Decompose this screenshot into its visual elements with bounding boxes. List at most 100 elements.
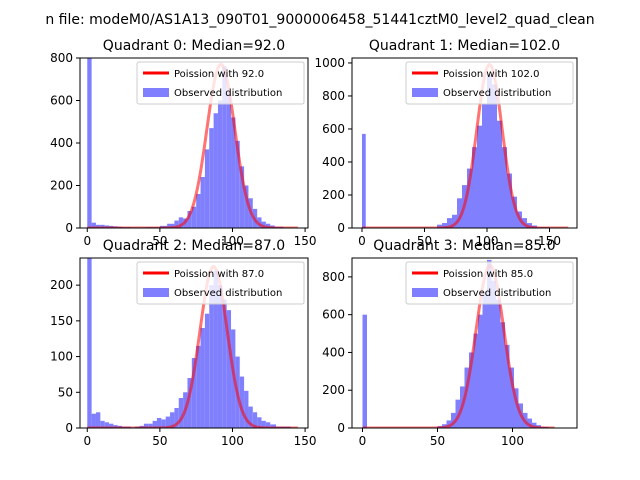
x-tick-label: 100 xyxy=(221,434,244,448)
hist-bar xyxy=(239,376,245,428)
legend-patch-swatch xyxy=(412,88,438,97)
hist-bar xyxy=(143,423,149,428)
chart-panel-1: 0 50 100 150 0 200 400 600 800 1000 Quadrant 1: Me… xyxy=(314,38,578,248)
hist-bar xyxy=(148,423,153,428)
hist-bar xyxy=(265,422,271,428)
hist-bar xyxy=(109,423,114,428)
hist-bar xyxy=(467,168,472,228)
hist-bar xyxy=(187,378,192,428)
chart-panel-3: 0 50 100 0 200 400 600 800 Quadrant 3: Median=85… xyxy=(322,238,578,448)
hist-bar xyxy=(469,352,474,428)
hist-bar xyxy=(100,420,105,428)
hist-bar xyxy=(244,390,249,428)
hist-bar xyxy=(261,221,266,228)
y-tick-label: 50 xyxy=(58,385,73,399)
legend-box xyxy=(136,261,305,305)
hist-bar xyxy=(91,222,96,228)
hist-bar xyxy=(500,322,505,428)
x-tick-label: 0 xyxy=(83,234,91,248)
hist-bar xyxy=(496,299,501,428)
legend-box xyxy=(136,61,305,105)
hist-bar xyxy=(204,313,210,428)
y-tick-label: 600 xyxy=(50,94,73,108)
hist-bar xyxy=(464,367,469,428)
y-tick-label: 200 xyxy=(322,188,345,202)
hist-bar xyxy=(261,420,266,428)
y-tick-label: 0 xyxy=(65,221,73,235)
legend-label-hist: Observed distribution xyxy=(443,88,551,99)
hist-bar xyxy=(472,147,477,228)
hist-bar xyxy=(473,333,478,428)
hist-bar xyxy=(217,285,223,428)
y-tick-label: 400 xyxy=(50,136,73,150)
hist-bar xyxy=(478,314,483,428)
hist-bar xyxy=(222,299,227,428)
x-tick-label: 100 xyxy=(221,234,244,248)
axes-frame xyxy=(351,57,578,229)
y-tick-label: 600 xyxy=(322,122,345,136)
hist-bar xyxy=(507,173,512,228)
hist-bar xyxy=(451,412,456,428)
legend-label-hist: Observed distribution xyxy=(443,288,551,299)
hist-bar xyxy=(491,280,496,428)
legend-label-hist: Observed distribution xyxy=(174,288,282,299)
hist-bar xyxy=(213,270,218,428)
hist-bar xyxy=(497,120,502,228)
hist-bar xyxy=(231,117,236,228)
hist-bar xyxy=(161,419,166,428)
hist-bar xyxy=(447,218,452,228)
hist-bar xyxy=(91,413,96,428)
hist-bar xyxy=(200,177,205,228)
legend-patch-swatch xyxy=(143,88,169,97)
hist-bar xyxy=(457,198,462,228)
y-tick-label: 0 xyxy=(65,421,73,435)
hist-bar xyxy=(487,259,492,428)
hist-bar xyxy=(452,214,457,228)
panel-title: Quadrant 2: Median=87.0 xyxy=(103,238,285,254)
y-tick-label: 400 xyxy=(322,345,345,359)
hist-bar xyxy=(178,217,184,228)
hist-bar xyxy=(95,412,101,428)
y-tick-label: 200 xyxy=(50,179,73,193)
x-tick-label: 0 xyxy=(359,434,367,448)
legend: Poission with 92.0 Observed distribution xyxy=(136,61,305,105)
hist-bar xyxy=(209,128,214,228)
hist-bar xyxy=(265,223,271,228)
hist-bar xyxy=(167,223,175,228)
hist-bar xyxy=(200,328,205,428)
y-tick-label: 100 xyxy=(50,350,73,364)
hist-bar xyxy=(502,147,507,228)
x-tick-label: 50 xyxy=(417,234,432,248)
hist-bar xyxy=(226,92,232,228)
poisson-fit-line xyxy=(86,62,299,228)
hist-bar xyxy=(178,398,184,428)
x-tick-label: 150 xyxy=(294,434,317,448)
panel-title: Quadrant 0: Median=92.0 xyxy=(103,38,285,54)
x-tick-label: 50 xyxy=(430,434,445,448)
y-tick-label: 600 xyxy=(322,308,345,322)
legend-label-fit: Poission with 102.0 xyxy=(443,69,539,80)
hist-bar xyxy=(152,420,157,428)
hist-bar xyxy=(437,224,442,228)
hist-bar xyxy=(446,420,451,428)
legend-label-fit: Poission with 85.0 xyxy=(443,269,533,280)
y-tick-label: 0 xyxy=(337,421,345,435)
hist-bar xyxy=(191,206,197,228)
legend-patch-swatch xyxy=(143,288,169,297)
hist-bar xyxy=(170,412,175,428)
hist-bar xyxy=(104,422,110,428)
legend-label-hist: Observed distribution xyxy=(174,88,282,99)
chart-panel-0: 0 50 100 150 0 200 400 600 800 Quadrant 0: Median… xyxy=(50,38,316,248)
y-tick-label: 400 xyxy=(322,155,345,169)
hist-bar xyxy=(204,149,210,228)
hist-bar xyxy=(217,100,223,228)
hist-bar xyxy=(527,418,532,428)
poisson-fit-line xyxy=(361,264,556,428)
hist-bar xyxy=(270,424,277,428)
hist-bar xyxy=(100,224,105,228)
legend-box xyxy=(405,261,574,305)
legend-label-fit: Poission with 92.0 xyxy=(174,69,264,80)
x-tick-label: 0 xyxy=(358,234,366,248)
hist-bar xyxy=(248,406,253,428)
